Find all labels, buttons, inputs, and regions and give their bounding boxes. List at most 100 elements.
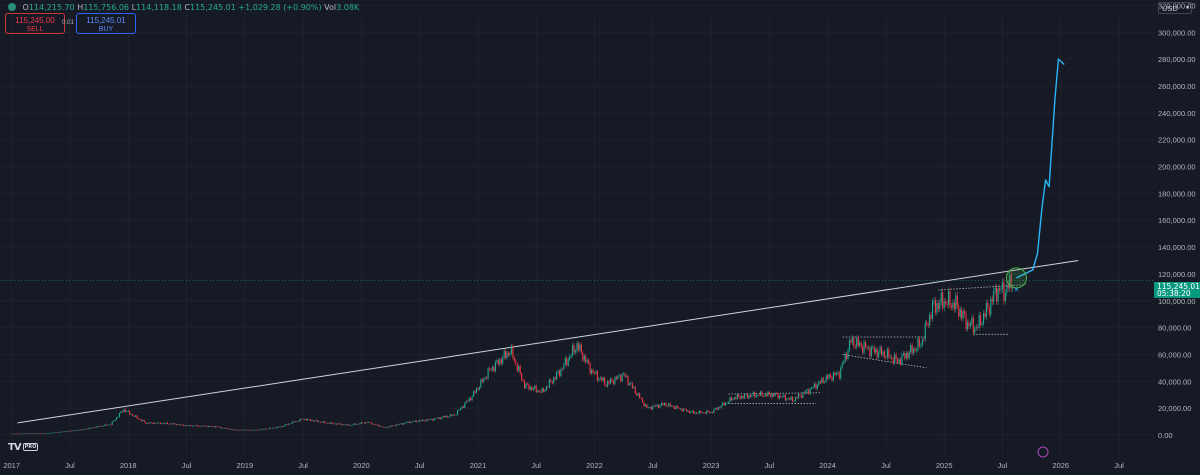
candle-body bbox=[306, 418, 308, 421]
candle-body bbox=[984, 313, 986, 317]
candle-body bbox=[51, 432, 54, 434]
candle-body bbox=[503, 350, 505, 358]
candle-body bbox=[454, 414, 456, 416]
candle-body bbox=[327, 423, 329, 424]
candle-body bbox=[162, 423, 164, 425]
candle-body bbox=[971, 317, 973, 324]
x-tick-label: Jul bbox=[65, 461, 75, 470]
sell-button[interactable]: 115,245.00 SELL bbox=[5, 13, 65, 34]
candle-body bbox=[745, 394, 747, 395]
candle-body bbox=[553, 377, 555, 384]
candle-body bbox=[483, 378, 485, 382]
candle-body bbox=[235, 429, 237, 431]
candle-body bbox=[60, 431, 62, 433]
y-tick-label: 140,000.00 bbox=[1158, 243, 1196, 252]
candle-body bbox=[685, 409, 687, 412]
candle-body bbox=[375, 424, 377, 426]
candle-body bbox=[953, 302, 955, 310]
candle-body bbox=[346, 424, 348, 425]
x-tick-label: Jul bbox=[998, 461, 1008, 470]
candle-body bbox=[19, 433, 21, 435]
candle-body bbox=[223, 427, 225, 429]
candle-body bbox=[414, 420, 416, 422]
candle-body bbox=[918, 338, 920, 347]
long-term-trendline bbox=[17, 259, 1079, 424]
candle-body bbox=[628, 383, 631, 385]
candle-body bbox=[72, 430, 74, 432]
candle-body bbox=[561, 368, 563, 370]
candle-body bbox=[878, 352, 880, 358]
candle-body bbox=[302, 419, 304, 420]
chevron-down-icon: ▾ bbox=[1185, 5, 1189, 11]
candle-body bbox=[456, 410, 459, 415]
candle-body bbox=[178, 424, 180, 426]
candle-body bbox=[70, 430, 72, 432]
candle-body bbox=[50, 432, 52, 434]
candle-body bbox=[614, 377, 616, 385]
candle-body bbox=[902, 353, 904, 355]
candle-body bbox=[812, 387, 814, 388]
candle-body bbox=[247, 429, 249, 431]
candle-body bbox=[248, 429, 250, 431]
candle-body bbox=[990, 298, 992, 315]
candle-body bbox=[369, 422, 371, 423]
candle-body bbox=[400, 423, 402, 425]
candle-body bbox=[411, 421, 413, 423]
candle-body bbox=[821, 377, 823, 383]
candle-body bbox=[203, 425, 205, 427]
candle-body bbox=[130, 414, 132, 415]
candle-body bbox=[856, 337, 858, 348]
candle-body bbox=[800, 395, 802, 398]
candle-body bbox=[494, 362, 496, 372]
candle-body bbox=[758, 395, 760, 396]
candle-body bbox=[776, 392, 778, 394]
buy-button[interactable]: 115,245.01 BUY bbox=[76, 13, 136, 34]
candle-body bbox=[870, 347, 872, 357]
candle-body bbox=[754, 392, 756, 398]
x-tick-label: 2017 bbox=[3, 461, 20, 470]
tradingview-logo: TV PRO bbox=[8, 442, 39, 453]
candle-body bbox=[535, 385, 537, 392]
candle-body bbox=[484, 377, 486, 379]
candle-body bbox=[420, 420, 422, 421]
candle-body bbox=[572, 345, 574, 356]
candle-body bbox=[898, 359, 900, 363]
candle-body bbox=[137, 418, 139, 420]
candle-body bbox=[780, 395, 782, 397]
candle-body bbox=[489, 368, 491, 370]
candle-body bbox=[678, 407, 680, 409]
candle-body bbox=[746, 394, 749, 399]
candle-body bbox=[464, 402, 466, 408]
candle-body bbox=[360, 422, 362, 424]
candle-body bbox=[653, 405, 655, 407]
candle-body bbox=[238, 429, 240, 431]
candle-body bbox=[764, 394, 766, 397]
candle-body bbox=[946, 303, 948, 305]
candle-body bbox=[749, 395, 751, 397]
candle-body bbox=[943, 301, 945, 309]
candle-body bbox=[394, 425, 396, 427]
candle-body bbox=[697, 413, 699, 415]
pro-badge: PRO bbox=[22, 443, 39, 451]
candle-body bbox=[330, 422, 332, 424]
cross-marker: ✕ bbox=[1013, 287, 1019, 294]
candle-body bbox=[145, 422, 147, 424]
currency-selector[interactable]: USD ▾ bbox=[1158, 2, 1192, 14]
candle-body bbox=[34, 433, 36, 435]
candle-body bbox=[171, 423, 173, 425]
candle-body bbox=[819, 381, 821, 383]
candle-body bbox=[987, 302, 989, 309]
candle-body bbox=[362, 422, 364, 423]
candle-body bbox=[643, 402, 645, 407]
candle-body bbox=[931, 301, 934, 319]
candle-body bbox=[499, 359, 501, 365]
candle-body bbox=[529, 386, 531, 390]
candle-body bbox=[99, 426, 102, 427]
candle-body bbox=[950, 306, 953, 308]
candle-body bbox=[625, 375, 628, 377]
candle-body bbox=[538, 390, 540, 392]
candle-body bbox=[908, 352, 910, 359]
candle-body bbox=[91, 427, 93, 429]
candle-body bbox=[343, 424, 345, 425]
